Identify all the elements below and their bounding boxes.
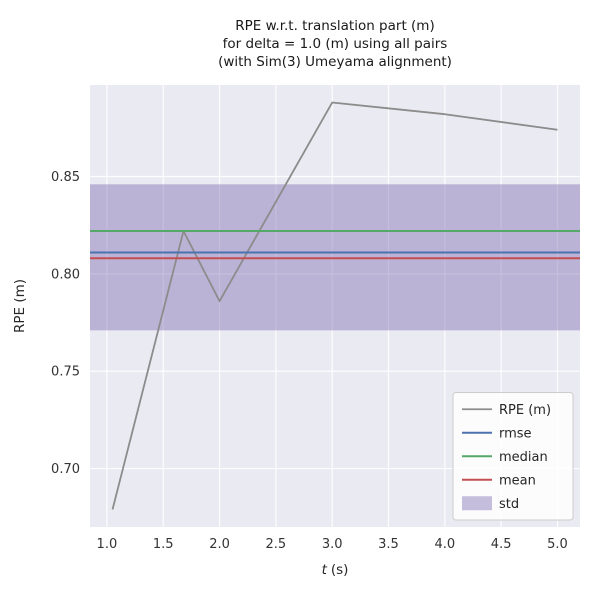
x-tick-label: 1.0 xyxy=(97,537,118,552)
y-tick-label: 0.85 xyxy=(51,170,80,185)
legend-label-rmse: rmse xyxy=(499,426,532,441)
y-tick-label: 0.70 xyxy=(51,462,80,477)
y-tick-label: 0.75 xyxy=(51,365,80,380)
legend-label-median: median xyxy=(499,450,548,465)
legend-swatch-std xyxy=(462,496,492,511)
x-tick-label: 1.5 xyxy=(153,537,174,552)
legend-box xyxy=(452,392,574,521)
legend-label-rpe-m-: RPE (m) xyxy=(499,403,551,418)
x-tick-label: 4.0 xyxy=(434,537,455,552)
chart-title-line-1: RPE w.r.t. translation part (m) xyxy=(235,18,434,34)
x-tick-label: 2.0 xyxy=(209,537,230,552)
plot-area: 1.0 1.5 2.0 2.5 3.0 3.5 4.0 4.5 5.0 0.70 0.75 0.80 0… xyxy=(51,85,580,552)
chart-title-line-3: (with Sim(3) Umeyama alignment) xyxy=(218,54,452,70)
x-tick-label: 2.5 xyxy=(266,537,287,552)
x-axis-label: t (s) xyxy=(322,562,349,578)
x-axis-label-unit: (s) xyxy=(331,562,349,578)
y-axis-label: RPE (m) xyxy=(12,279,28,333)
x-tick-label: 3.5 xyxy=(378,537,399,552)
x-tick-label: 4.5 xyxy=(491,537,512,552)
legend-label-mean: mean xyxy=(499,473,536,488)
rpe-line xyxy=(111,101,558,510)
x-tick-label: 5.0 xyxy=(547,537,568,552)
legend-label-std: std xyxy=(499,497,519,512)
y-tick-label: 0.80 xyxy=(51,267,80,282)
chart-title-line-2: for delta = 1.0 (m) using all pairs xyxy=(223,36,448,52)
x-tick-label: 3.0 xyxy=(322,537,343,552)
x-axis-label-var: t xyxy=(322,562,328,578)
